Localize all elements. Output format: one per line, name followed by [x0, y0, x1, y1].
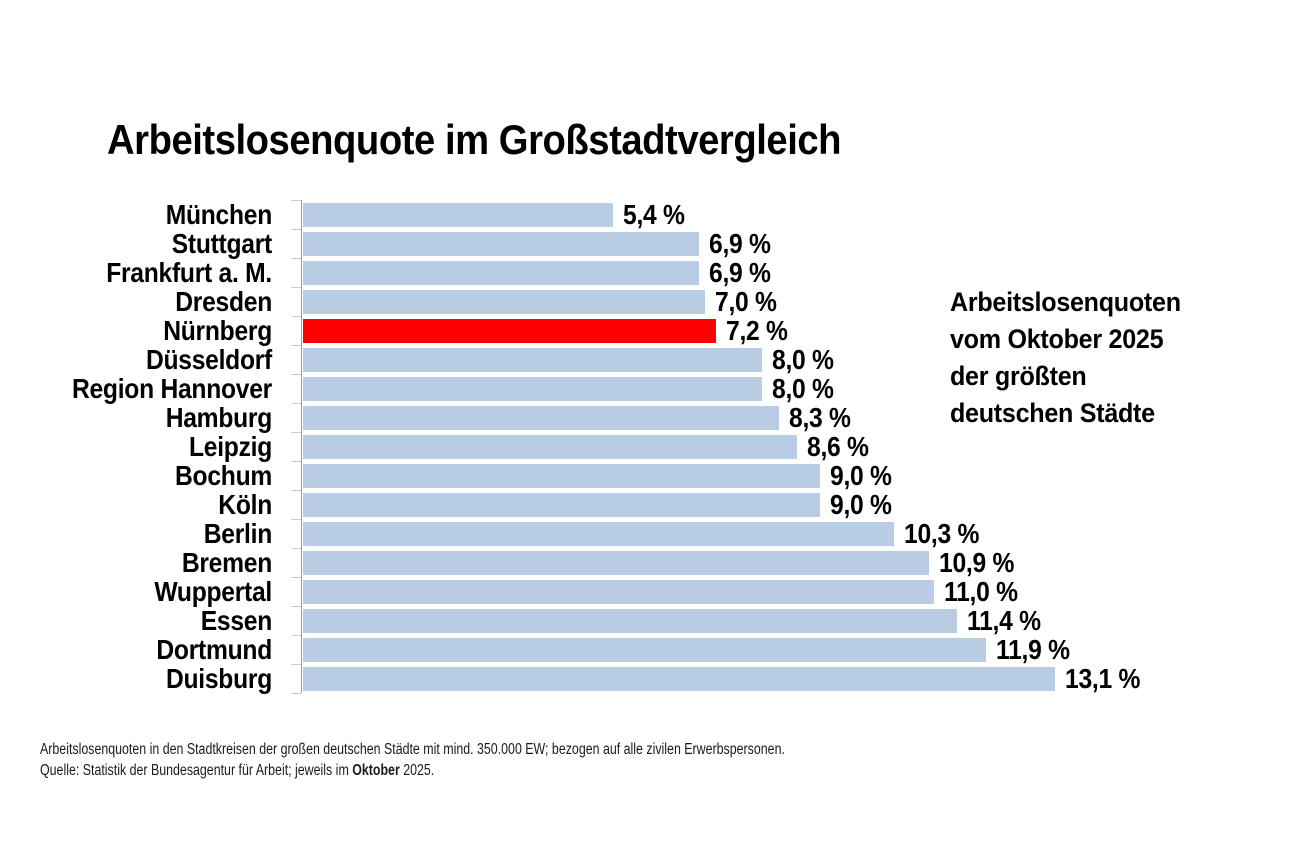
value-label: 11,0 %	[944, 576, 1018, 607]
footnote: Arbeitslosenquoten in den Stadtkreisen d…	[40, 739, 971, 781]
y-axis-tick	[291, 664, 301, 665]
bar	[303, 289, 705, 314]
bar	[303, 405, 779, 430]
category-label: Region Hannover	[71, 373, 272, 404]
category-label: Nürnberg	[163, 315, 272, 346]
bar	[303, 579, 934, 604]
value-label: 6,9 %	[709, 257, 771, 288]
y-axis-tick	[291, 461, 301, 462]
bar-row: Dresden 7,0 %	[0, 287, 1296, 316]
y-axis-tick	[291, 432, 301, 433]
value-label: 11,9 %	[996, 634, 1070, 665]
bar-row: Duisburg 13,1 %	[0, 664, 1296, 693]
value-label: 10,3 %	[904, 518, 980, 549]
bar-row: Frankfurt a. M. 6,9 %	[0, 258, 1296, 287]
footnote-line-1: Arbeitslosenquoten in den Stadtkreisen d…	[40, 741, 785, 758]
bar	[303, 637, 986, 662]
bar	[303, 434, 797, 459]
annotation-line: vom Oktober 2025	[950, 324, 1164, 354]
y-axis-tick	[291, 403, 301, 404]
footnote-line-2: Quelle: Statistik der Bundesagentur für …	[40, 762, 435, 779]
y-axis-tick	[291, 693, 301, 694]
bar	[303, 492, 820, 517]
value-label: 8,6 %	[807, 431, 869, 462]
y-axis-tick	[291, 316, 301, 317]
y-axis-tick	[291, 374, 301, 375]
bar	[303, 463, 820, 488]
bar	[303, 521, 894, 546]
category-label: Köln	[218, 489, 272, 520]
annotation-line: Arbeitslosenquoten	[950, 287, 1181, 317]
category-label: Düsseldorf	[145, 344, 272, 375]
y-axis-tick	[291, 548, 301, 549]
y-axis-tick	[291, 635, 301, 636]
y-axis-tick	[291, 490, 301, 491]
value-label: 7,0 %	[715, 286, 777, 317]
bar-row: Essen 11,4 %	[0, 606, 1296, 635]
category-label: Berlin	[203, 518, 273, 549]
annotation-line: der größten	[950, 361, 1087, 391]
chart-title: Arbeitslosenquote im Großstadtvergleich	[107, 116, 842, 163]
category-label: Duisburg	[165, 663, 272, 694]
bar-row: Hamburg 8,3 %	[0, 403, 1296, 432]
value-label: 5,4 %	[623, 199, 685, 230]
category-label: Dortmund	[156, 634, 272, 665]
bar-row: Düsseldorf 8,0 %	[0, 345, 1296, 374]
annotation-line: deutschen Städte	[950, 398, 1155, 428]
value-label: 7,2 %	[726, 315, 788, 346]
category-label: Frankfurt a. M.	[106, 257, 272, 288]
bar-row: Stuttgart 6,9 %	[0, 229, 1296, 258]
y-axis-line	[301, 200, 302, 693]
y-axis-tick	[291, 200, 301, 201]
annotation-text: Arbeitslosenquoten vom Oktober 2025 der …	[950, 284, 1181, 432]
bar	[303, 260, 699, 285]
category-label: Leipzig	[188, 431, 272, 462]
value-label: 10,9 %	[939, 547, 1015, 578]
bar-row: Leipzig 8,6 %	[0, 432, 1296, 461]
category-label: Hamburg	[165, 402, 273, 433]
bar-row: Bremen 10,9 %	[0, 548, 1296, 577]
category-label: Bremen	[181, 547, 272, 578]
y-axis-tick	[291, 519, 301, 520]
bar-row: Köln 9,0 %	[0, 490, 1296, 519]
y-axis-tick	[291, 577, 301, 578]
value-label: 8,0 %	[772, 373, 834, 404]
bar-row: Berlin 10,3 %	[0, 519, 1296, 548]
bar	[303, 231, 699, 256]
bar-row: München 5,4 %	[0, 200, 1296, 229]
bar-row: Dortmund 11,9 %	[0, 635, 1296, 664]
y-axis-tick	[291, 229, 301, 230]
bar-row: Wuppertal 11,0 %	[0, 577, 1296, 606]
value-label: 8,3 %	[789, 402, 851, 433]
bar	[303, 202, 613, 227]
category-label: Stuttgart	[171, 228, 273, 259]
bar-row: Region Hannover 8,0 %	[0, 374, 1296, 403]
y-axis-tick	[291, 287, 301, 288]
value-label: 11,4 %	[967, 605, 1041, 636]
bar	[303, 666, 1055, 691]
y-axis-tick	[291, 345, 301, 346]
value-label: 6,9 %	[709, 228, 771, 259]
category-label: Dresden	[175, 286, 272, 317]
bar	[303, 376, 762, 401]
bar	[303, 608, 957, 633]
y-axis-tick	[291, 606, 301, 607]
bar	[303, 550, 929, 575]
value-label: 8,0 %	[772, 344, 834, 375]
value-label: 13,1 %	[1065, 663, 1141, 694]
y-axis-tick	[291, 258, 301, 259]
bar-row: Bochum 9,0 %	[0, 461, 1296, 490]
category-label: Essen	[200, 605, 273, 636]
value-label: 9,0 %	[830, 460, 892, 491]
bar	[303, 347, 762, 372]
category-label: München	[165, 199, 273, 230]
bar-highlighted	[303, 318, 716, 343]
bar-row: Nürnberg 7,2 %	[0, 316, 1296, 345]
category-label: Wuppertal	[154, 576, 272, 607]
category-label: Bochum	[175, 460, 272, 491]
value-label: 9,0 %	[830, 489, 892, 520]
